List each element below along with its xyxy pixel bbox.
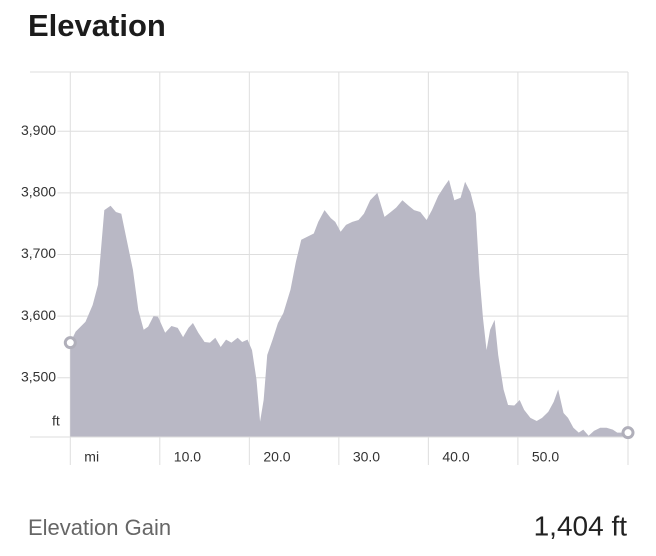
- start-marker: [63, 336, 77, 350]
- x-tick-label: 50.0: [532, 449, 559, 465]
- y-tick-label: 3,700: [21, 245, 56, 261]
- x-tick-label: 10.0: [174, 449, 201, 465]
- y-tick-label: 3,600: [21, 307, 56, 323]
- y-axis-label: ft: [52, 413, 60, 429]
- plot: 3,500 3,600 3,700 3,800 3,900 ft mi 10.0 20.0 30.…: [19, 72, 635, 465]
- title: Elevation: [28, 8, 166, 43]
- y-tick-label: 3,800: [21, 184, 56, 200]
- x-tick-label: 30.0: [353, 449, 380, 465]
- x-tick-label: mi: [84, 449, 99, 465]
- elevation-area: [70, 179, 629, 437]
- end-marker: [621, 426, 635, 440]
- x-tick-label: 20.0: [263, 449, 290, 465]
- stat-label: Elevation Gain: [28, 515, 171, 540]
- stat-value: 1,404 ft: [534, 510, 628, 541]
- x-tick-label: 40.0: [442, 449, 469, 465]
- y-tick-label: 3,500: [21, 369, 56, 385]
- y-tick-label: 3,900: [21, 122, 56, 138]
